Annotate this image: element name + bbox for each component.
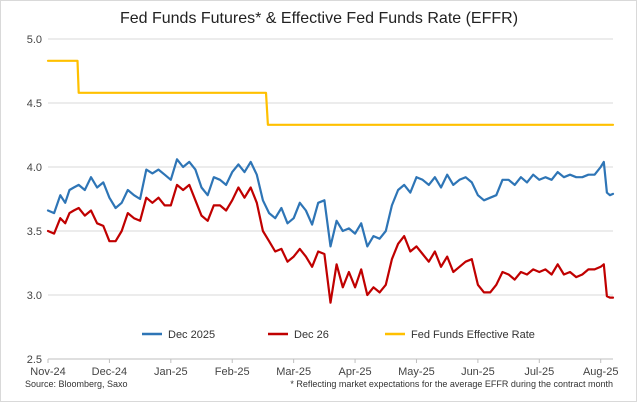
gridlines [48, 38, 613, 360]
series-line-dec-26 [46, 183, 615, 304]
footnote: * Reflecting market expectations for the… [290, 379, 613, 389]
legend-label-dec-26: Dec 26 [294, 329, 329, 341]
series-line-fed-funds-effective-rate [46, 59, 615, 126]
x-tick-label: Feb-25 [215, 366, 250, 378]
series-lines [46, 59, 615, 304]
series-line-dec-2025 [46, 158, 615, 248]
source-note: Source: Bloomberg, Saxo [25, 379, 128, 389]
x-tick-label: Dec-24 [92, 366, 127, 378]
legend-label-dec-2025: Dec 2025 [168, 329, 215, 341]
y-tick-label: 4.0 [27, 162, 42, 174]
y-axis-ticks: 5.0 4.5 4.0 3.5 3.0 2.5 [27, 34, 42, 366]
y-tick-label: 3.5 [27, 226, 42, 238]
x-axis-ticks: Nov-24 Dec-24 Jan-25 Feb-25 Mar-25 Apr-25 May-… [30, 359, 618, 378]
x-tick-label: May-25 [398, 366, 435, 378]
y-tick-label: 5.0 [27, 34, 42, 46]
chart-title: Fed Funds Futures* & Effective Fed Funds… [120, 10, 518, 27]
legend: Dec 2025 Dec 26 Fed Funds Effective Rate [142, 329, 535, 341]
legend-label-fed-funds-effective-rate: Fed Funds Effective Rate [411, 329, 535, 341]
y-tick-label: 2.5 [27, 354, 42, 366]
x-tick-label: Mar-25 [276, 366, 311, 378]
y-tick-label: 3.0 [27, 290, 42, 302]
x-tick-label: Apr-25 [339, 366, 372, 378]
x-tick-label: Jul-25 [524, 366, 554, 378]
x-tick-label: Aug-25 [583, 366, 618, 378]
x-tick-label: Jan-25 [154, 366, 188, 378]
x-tick-label: Jun-25 [461, 366, 495, 378]
y-tick-label: 4.5 [27, 98, 42, 110]
x-tick-label: Nov-24 [30, 366, 65, 378]
